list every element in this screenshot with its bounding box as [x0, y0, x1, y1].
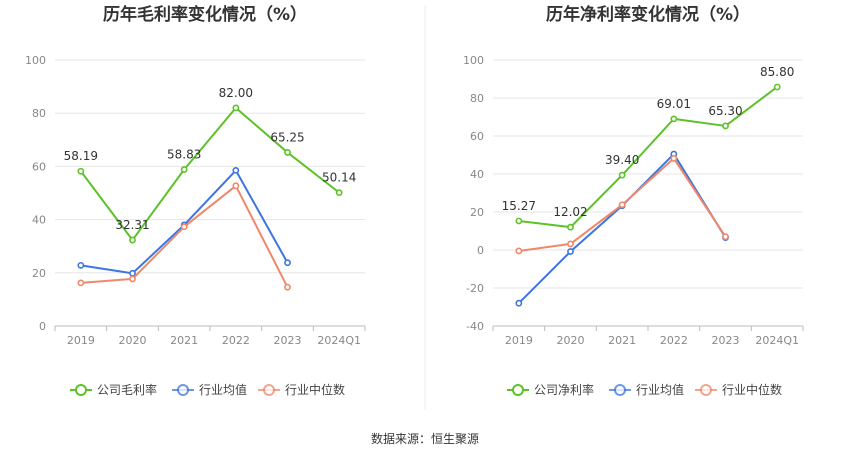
y-tick-label: 100 [25, 54, 46, 67]
data-point [773, 83, 781, 91]
chart-title: 历年净利率变化情况（%） [546, 4, 750, 25]
data-point [180, 223, 188, 231]
y-tick-label: 60 [32, 160, 46, 173]
x-tick-label: 2022 [222, 334, 250, 347]
data-point [284, 259, 291, 267]
legend-swatch-marker [700, 384, 712, 396]
x-tick-label: 2024Q1 [755, 334, 799, 347]
legend-label: 行业均值 [636, 382, 684, 397]
x-tick-label: 2022 [660, 334, 688, 347]
data-label: 65.30 [708, 104, 742, 118]
y-tick-label: 20 [470, 206, 484, 219]
x-tick-label: 2020 [557, 334, 585, 347]
legend-label: 公司净利率 [534, 382, 594, 397]
x-tick-label: 2019 [505, 334, 533, 347]
y-tick-label: 40 [470, 168, 484, 181]
data-label: 65.25 [270, 130, 304, 144]
legend-label: 行业中位数 [285, 382, 345, 397]
chart-title: 历年毛利率变化情况（%） [103, 4, 307, 25]
data-point [129, 236, 136, 244]
data-label: 85.80 [760, 65, 794, 79]
data-point [670, 155, 678, 162]
data-point [335, 189, 343, 197]
legend-swatch-marker [512, 384, 524, 396]
data-point [567, 248, 574, 255]
legend-swatch-marker [177, 384, 189, 396]
y-tick-label: 100 [463, 54, 484, 67]
legend-swatch-marker [263, 384, 275, 396]
x-tick-label: 2023 [712, 334, 740, 347]
x-tick-label: 2020 [119, 334, 147, 347]
data-point [129, 269, 136, 277]
y-tick-label: -20 [466, 282, 484, 295]
data-point [670, 115, 678, 123]
legend-label: 公司毛利率 [97, 382, 157, 397]
x-tick-label: 2021 [608, 334, 636, 347]
data-point [515, 217, 523, 225]
x-tick-label: 2021 [170, 334, 198, 347]
data-label: 82.00 [219, 86, 253, 100]
y-tick-label: 0 [39, 320, 46, 333]
data-label: 58.83 [167, 148, 201, 162]
data-point [567, 240, 574, 248]
data-point [515, 247, 523, 255]
data-point [618, 171, 626, 179]
series-line [80, 184, 289, 288]
data-point [129, 275, 136, 283]
data-point [77, 279, 85, 287]
net-margin-chart: 历年净利率变化情况（%） -40 -20 0 20 40 60 80 100 2019 2020 20… [463, 4, 804, 397]
data-label: 32.31 [115, 218, 149, 232]
data-point [722, 233, 729, 241]
data-point [77, 167, 85, 175]
legend-swatch-marker [75, 384, 87, 396]
data-label: 50.14 [322, 171, 356, 185]
y-tick-label: 60 [470, 130, 484, 143]
source-label: 数据来源：恒生聚源 [371, 431, 479, 446]
y-tick-label: 0 [477, 244, 484, 257]
legend-label: 行业中位数 [722, 382, 782, 397]
legend-swatch-marker [614, 384, 626, 396]
data-point [77, 261, 85, 269]
series-line [80, 106, 340, 242]
y-tick-label: 80 [470, 92, 484, 105]
data-label: 58.19 [64, 149, 98, 163]
x-tick-label: 2019 [67, 334, 95, 347]
data-point [232, 104, 240, 112]
y-tick-label: 80 [32, 107, 46, 120]
legend-label: 行业均值 [199, 382, 247, 397]
data-point [618, 201, 626, 209]
data-point [722, 122, 729, 130]
data-point [515, 299, 523, 307]
data-label: 39.40 [605, 153, 639, 167]
data-label: 12.02 [553, 205, 587, 219]
data-point [232, 182, 240, 190]
x-tick-label: 2023 [274, 334, 302, 347]
data-label: 69.01 [657, 97, 691, 111]
data-point [284, 283, 291, 291]
y-tick-label: -40 [466, 320, 484, 333]
y-tick-label: 20 [32, 267, 46, 280]
x-tick-label: 2024Q1 [317, 334, 361, 347]
series-line [518, 86, 778, 229]
data-point [232, 166, 240, 174]
data-point [567, 223, 574, 231]
y-tick-label: 40 [32, 214, 46, 227]
data-point [284, 149, 291, 156]
data-point [180, 166, 188, 173]
data-label: 15.27 [502, 199, 536, 213]
gross-margin-chart: 历年毛利率变化情况（%） 0 20 40 60 80 100 2019 2020 2021 2022… [25, 4, 366, 397]
